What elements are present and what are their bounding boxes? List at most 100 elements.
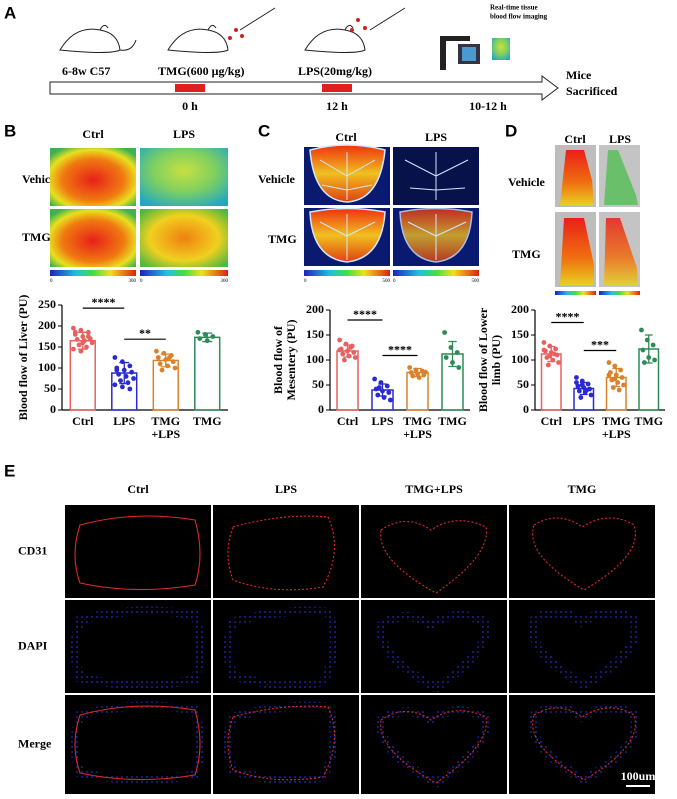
dapi-nuclei bbox=[376, 611, 491, 694]
fluorescence-image bbox=[361, 600, 507, 694]
row-label: Vehicle bbox=[508, 175, 546, 189]
data-point bbox=[118, 378, 123, 383]
significance-label: **** bbox=[388, 342, 412, 356]
bar bbox=[336, 350, 359, 411]
data-point bbox=[422, 369, 428, 375]
y-axis-label: Blood flow of Liver (PU) bbox=[16, 295, 30, 421]
y-tick-label: 100 bbox=[511, 352, 529, 366]
fluorescence-image bbox=[509, 505, 655, 598]
bar bbox=[194, 336, 221, 411]
y-tick-label: 150 bbox=[38, 339, 56, 353]
data-point bbox=[652, 357, 657, 363]
significance-label: **** bbox=[353, 307, 377, 321]
column-label: Ctrl bbox=[82, 127, 104, 141]
colorbar-label: 0 bbox=[393, 279, 396, 284]
row-label: TMG bbox=[22, 230, 51, 244]
data-point bbox=[646, 355, 652, 360]
fluorescence-image bbox=[65, 695, 211, 794]
row-label: Merge bbox=[18, 736, 52, 750]
data-point bbox=[71, 325, 76, 331]
data-point bbox=[125, 380, 131, 386]
fluorescence-image bbox=[361, 505, 507, 598]
data-point bbox=[78, 327, 84, 333]
cd31-signal bbox=[74, 515, 201, 591]
data-point bbox=[556, 360, 561, 365]
data-point bbox=[621, 382, 626, 388]
data-point bbox=[89, 340, 95, 346]
data-point bbox=[345, 348, 350, 354]
data-point bbox=[74, 337, 80, 342]
data-point bbox=[576, 388, 582, 394]
fluorescence-image bbox=[213, 505, 359, 598]
data-point bbox=[579, 382, 585, 388]
x-tick-label: TMG +LPS bbox=[151, 414, 180, 441]
mouse-icons bbox=[59, 7, 406, 53]
fluorescence-image bbox=[213, 695, 359, 794]
significance-label: **** bbox=[92, 295, 116, 309]
timeline-arrow bbox=[49, 75, 559, 101]
column-label: TMG bbox=[568, 482, 597, 496]
data-point bbox=[450, 360, 455, 365]
end-label: Mice bbox=[566, 68, 592, 82]
data-point bbox=[121, 367, 127, 373]
column-label: LPS bbox=[275, 482, 297, 496]
data-point bbox=[84, 344, 89, 350]
data-point bbox=[163, 357, 169, 362]
data-point bbox=[613, 372, 619, 378]
colorbar-label: 0 bbox=[50, 279, 53, 284]
significance-label: **** bbox=[556, 309, 580, 323]
data-point bbox=[161, 350, 167, 356]
fluorescence-image bbox=[65, 505, 211, 598]
data-point bbox=[584, 387, 590, 393]
y-tick-label: 0 bbox=[318, 402, 324, 416]
data-point bbox=[116, 371, 122, 377]
data-point bbox=[448, 345, 454, 350]
x-tick-label: TMG bbox=[193, 414, 222, 428]
data-point bbox=[80, 340, 86, 346]
data-point bbox=[340, 351, 346, 357]
stage-label: LPS(20mg/kg) bbox=[298, 64, 372, 78]
data-point bbox=[641, 360, 647, 365]
cd31-signal bbox=[380, 520, 487, 594]
data-point bbox=[588, 392, 594, 398]
image-background bbox=[213, 505, 359, 598]
y-tick-label: 200 bbox=[38, 318, 56, 332]
data-point bbox=[154, 348, 159, 354]
x-tick-label: Ctrl bbox=[337, 414, 359, 428]
data-point bbox=[352, 355, 358, 360]
imaging-label: blood flow imaging bbox=[490, 13, 548, 21]
data-point bbox=[112, 382, 118, 388]
data-point bbox=[639, 327, 644, 333]
y-tick-label: 150 bbox=[511, 327, 529, 341]
cd31-signal bbox=[227, 515, 335, 591]
data-point bbox=[386, 390, 392, 395]
data-point bbox=[376, 385, 382, 390]
x-tick-label: TMG bbox=[438, 414, 467, 428]
data-point bbox=[416, 375, 422, 380]
data-point bbox=[618, 367, 624, 373]
data-point bbox=[127, 386, 133, 392]
data-point bbox=[346, 353, 352, 359]
y-axis-label: Blood flow of bbox=[271, 325, 285, 394]
data-point bbox=[612, 363, 618, 369]
cd31-signal bbox=[380, 710, 487, 784]
timeline-marker bbox=[175, 84, 205, 92]
data-point bbox=[612, 376, 618, 382]
injection-dots bbox=[228, 18, 367, 40]
fluorescence-image bbox=[509, 600, 655, 693]
data-point bbox=[579, 378, 585, 384]
significance-label: ** bbox=[139, 326, 151, 340]
data-point bbox=[606, 372, 612, 378]
data-point bbox=[541, 347, 547, 353]
panel-label: A bbox=[4, 3, 16, 22]
data-point bbox=[574, 380, 579, 385]
x-tick-label: LPS bbox=[371, 414, 393, 428]
data-point bbox=[112, 355, 118, 360]
data-point bbox=[85, 329, 91, 335]
time-label: 0 h bbox=[182, 99, 198, 113]
data-point bbox=[644, 337, 650, 343]
row-label: DAPI bbox=[18, 638, 48, 652]
cd31-signal bbox=[227, 705, 335, 781]
column-label: Ctrl bbox=[335, 130, 357, 144]
